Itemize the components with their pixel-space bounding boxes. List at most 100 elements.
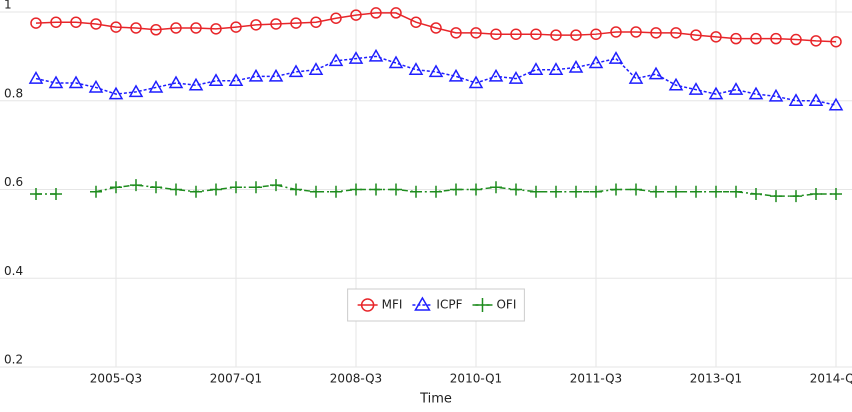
y-tick-label: 0.6: [4, 175, 23, 189]
data-point: [330, 12, 342, 24]
series-line: [35, 55, 837, 106]
x-tick-label: 2005-Q3: [90, 372, 142, 386]
x-axis-title: Time: [419, 392, 452, 407]
data-point: [390, 183, 402, 196]
data-point: [790, 33, 802, 46]
data-point: [550, 185, 562, 198]
data-point: [750, 32, 762, 45]
data-point: [468, 75, 484, 89]
data-point: [490, 28, 502, 40]
data-point: [310, 185, 322, 198]
data-point: [610, 183, 622, 196]
data-point: [670, 27, 682, 39]
data-point: [650, 185, 662, 198]
data-point: [608, 51, 624, 64]
x-tick-label: 2010-Q1: [450, 372, 502, 386]
data-point: [710, 31, 722, 43]
data-point: [450, 183, 462, 196]
data-point: [310, 16, 322, 28]
legend: MFI ICPF OFI: [357, 296, 516, 312]
data-point: [568, 59, 584, 73]
data-point: [330, 185, 342, 198]
data-point: [548, 62, 564, 75]
data-point: [350, 183, 362, 196]
data-point: [830, 35, 842, 48]
data-point: [148, 79, 164, 93]
data-point: [90, 185, 102, 198]
legend-label: OFI: [496, 298, 516, 312]
data-point: [650, 27, 662, 39]
data-point: [528, 62, 544, 75]
data-point: [530, 185, 542, 198]
data-point: [388, 55, 404, 69]
data-point: [768, 88, 784, 102]
data-point: [210, 183, 222, 196]
data-point: [70, 16, 82, 28]
data-point: [470, 183, 482, 196]
data-point: [110, 21, 122, 33]
y-tick-label: 0.2: [4, 353, 23, 367]
data-point: [130, 179, 142, 192]
data-point: [810, 187, 822, 200]
data-point: [290, 17, 302, 29]
data-point: [570, 29, 582, 41]
data-point: [230, 21, 242, 33]
data-point: [30, 17, 42, 29]
data-point: [670, 185, 682, 198]
data-point: [770, 190, 782, 203]
data-point: [428, 64, 444, 78]
data-point: [588, 55, 604, 69]
data-point: [110, 181, 122, 194]
data-point: [688, 82, 704, 95]
data-point: [448, 68, 464, 82]
data-point: [648, 66, 664, 80]
data-point: [368, 48, 384, 62]
data-point: [770, 32, 782, 45]
data-point: [550, 29, 562, 41]
series-line: [35, 12, 837, 43]
data-point: [808, 93, 824, 106]
data-point: [90, 18, 102, 30]
data-point: [228, 73, 244, 87]
x-tick-label: 2013-Q1: [690, 372, 742, 386]
data-point: [430, 185, 442, 198]
data-point: [728, 82, 744, 95]
data-point: [630, 26, 642, 38]
data-point: [370, 7, 382, 19]
data-point: [690, 185, 702, 198]
x-tick-label: 2008-Q3: [330, 372, 382, 386]
data-point: [828, 97, 844, 111]
data-point: [470, 27, 482, 39]
data-point: [410, 16, 422, 28]
data-point: [390, 7, 402, 19]
data-point: [708, 86, 724, 100]
x-tick-label: 2011-Q3: [570, 372, 622, 386]
data-point: [170, 183, 182, 196]
data-point: [170, 22, 182, 34]
data-point: [250, 181, 262, 194]
data-point: [750, 187, 762, 200]
data-point: [250, 19, 262, 31]
data-point: [288, 64, 304, 78]
data-point: [408, 62, 424, 75]
data-point: [50, 16, 62, 28]
data-point: [190, 185, 202, 198]
data-point: [748, 86, 764, 100]
x-tick-label: 2007-Q1: [210, 372, 262, 386]
data-point: [430, 22, 442, 34]
data-point: [150, 24, 162, 36]
data-point: [350, 9, 362, 21]
legend-marker: [475, 298, 490, 312]
legend-marker: [360, 298, 375, 312]
x-tick-label: 2014-Q3: [810, 372, 852, 386]
data-point: [630, 183, 642, 196]
data-point: [830, 187, 842, 200]
data-point: [410, 185, 422, 198]
data-point: [450, 27, 462, 39]
data-point: [628, 71, 644, 84]
data-point: [50, 187, 62, 200]
data-point: [48, 75, 64, 89]
data-point: [270, 18, 282, 30]
y-tick-label: 1: [4, 0, 12, 12]
